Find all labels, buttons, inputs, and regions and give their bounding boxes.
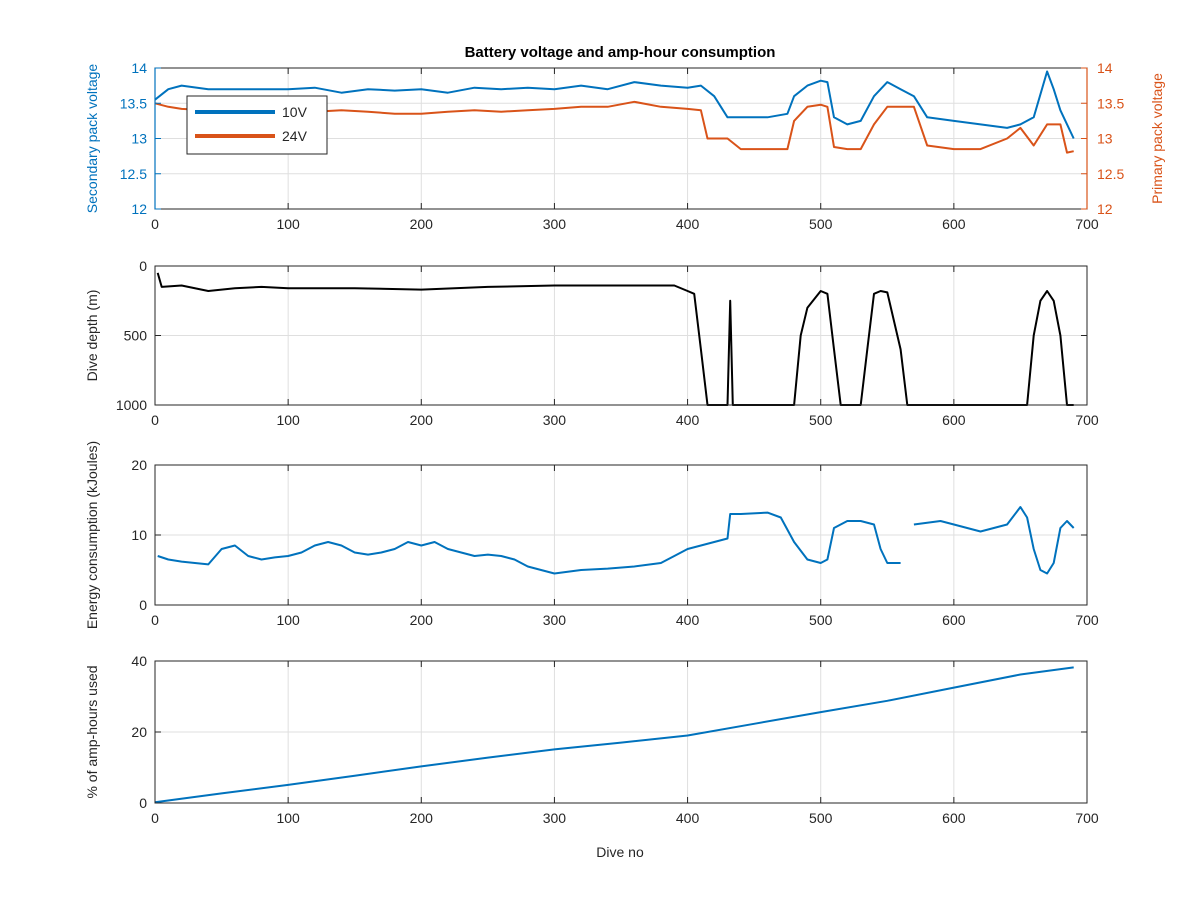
y-tick-label: 20 [131,457,147,473]
y-tick-label: 0 [139,597,147,613]
y-tick-label: 0 [139,795,147,811]
y-tick-label: 13 [131,131,147,147]
x-tick-label: 0 [151,412,159,428]
x-tick-label: 600 [942,412,966,428]
x-tick-label: 200 [410,216,434,232]
figure-xlabel: Dive no [596,844,644,860]
y-tick-label: 10 [131,527,147,543]
y-tick-label: 12 [131,201,147,217]
x-tick-label: 700 [1075,810,1099,826]
x-tick-label: 300 [543,412,567,428]
x-tick-label: 400 [676,612,700,628]
y-right-tick-label: 13.5 [1097,95,1124,111]
x-tick-label: 100 [276,612,300,628]
panels: 0 100 200 300 400 500 600 7001212.51313.5141212… [84,60,1165,826]
x-tick-label: 500 [809,412,833,428]
x-tick-label: 0 [151,216,159,232]
y-tick-label: 1000 [116,397,147,413]
chart-panel-3: 0 100 200 300 400 500 600 700 0 10 20 Energy consum… [84,441,1099,629]
x-tick-label: 600 [942,216,966,232]
x-tick-label: 200 [410,612,434,628]
x-tick-label: 700 [1075,412,1099,428]
x-tick-label: 400 [676,216,700,232]
y-tick-label: 40 [131,653,147,669]
x-tick-label: 0 [151,810,159,826]
figure-title: Battery voltage and amp-hour consumption [465,44,776,61]
y-tick-label: 500 [124,328,148,344]
x-tick-label: 500 [809,810,833,826]
y-tick-label: 12.5 [120,166,147,182]
x-tick-label: 400 [676,412,700,428]
y-tick-label: 0 [139,258,147,274]
y-right-axis-label: Primary pack voltage [1149,73,1165,204]
y-right-tick-label: 14 [1097,60,1113,76]
series-line-1 [157,506,1075,575]
y-right-tick-label: 13 [1097,131,1113,147]
x-tick-label: 100 [276,216,300,232]
y-tick-label: 13.5 [120,95,147,111]
x-tick-label: 400 [676,810,700,826]
x-tick-label: 700 [1075,216,1099,232]
y-tick-label: 20 [131,724,147,740]
chart-panel-2: 0 100 200 300 400 500 600 700 0 500 1000 Dive depth… [84,258,1099,428]
x-tick-label: 100 [276,412,300,428]
legend: 10V 24V [186,95,328,155]
y-axis-label: % of amp-hours used [84,665,100,798]
x-tick-label: 300 [543,810,567,826]
y-axis-label: Dive depth (m) [84,290,100,382]
x-tick-label: 200 [410,412,434,428]
x-tick-label: 600 [942,810,966,826]
y-axis-label: Secondary pack voltage [84,64,100,214]
x-tick-label: 700 [1075,612,1099,628]
x-tick-label: 300 [543,216,567,232]
legend-label-24V: 24V [282,128,308,144]
x-tick-label: 600 [942,612,966,628]
y-axis-label: Energy consumption (kJoules) [84,441,100,629]
series-line-1 [154,666,1074,804]
x-tick-label: 500 [809,216,833,232]
chart-panel-1: 0 100 200 300 400 500 600 7001212.51313.5141212… [84,60,1165,232]
y-right-tick-label: 12.5 [1097,166,1124,182]
legend-box [186,95,328,155]
x-tick-label: 0 [151,612,159,628]
series-line-10V [154,70,1075,139]
x-tick-label: 300 [543,612,567,628]
x-tick-label: 500 [809,612,833,628]
series-line-24V [154,100,1074,154]
legend-label-10V: 10V [282,104,308,120]
x-tick-label: 200 [410,810,434,826]
chart-panel-4: 0 100 200 300 400 500 600 700 0 20 40 % of amp-hour… [84,653,1099,826]
y-right-tick-label: 12 [1097,201,1113,217]
y-tick-label: 14 [131,60,147,76]
x-tick-label: 100 [276,810,300,826]
